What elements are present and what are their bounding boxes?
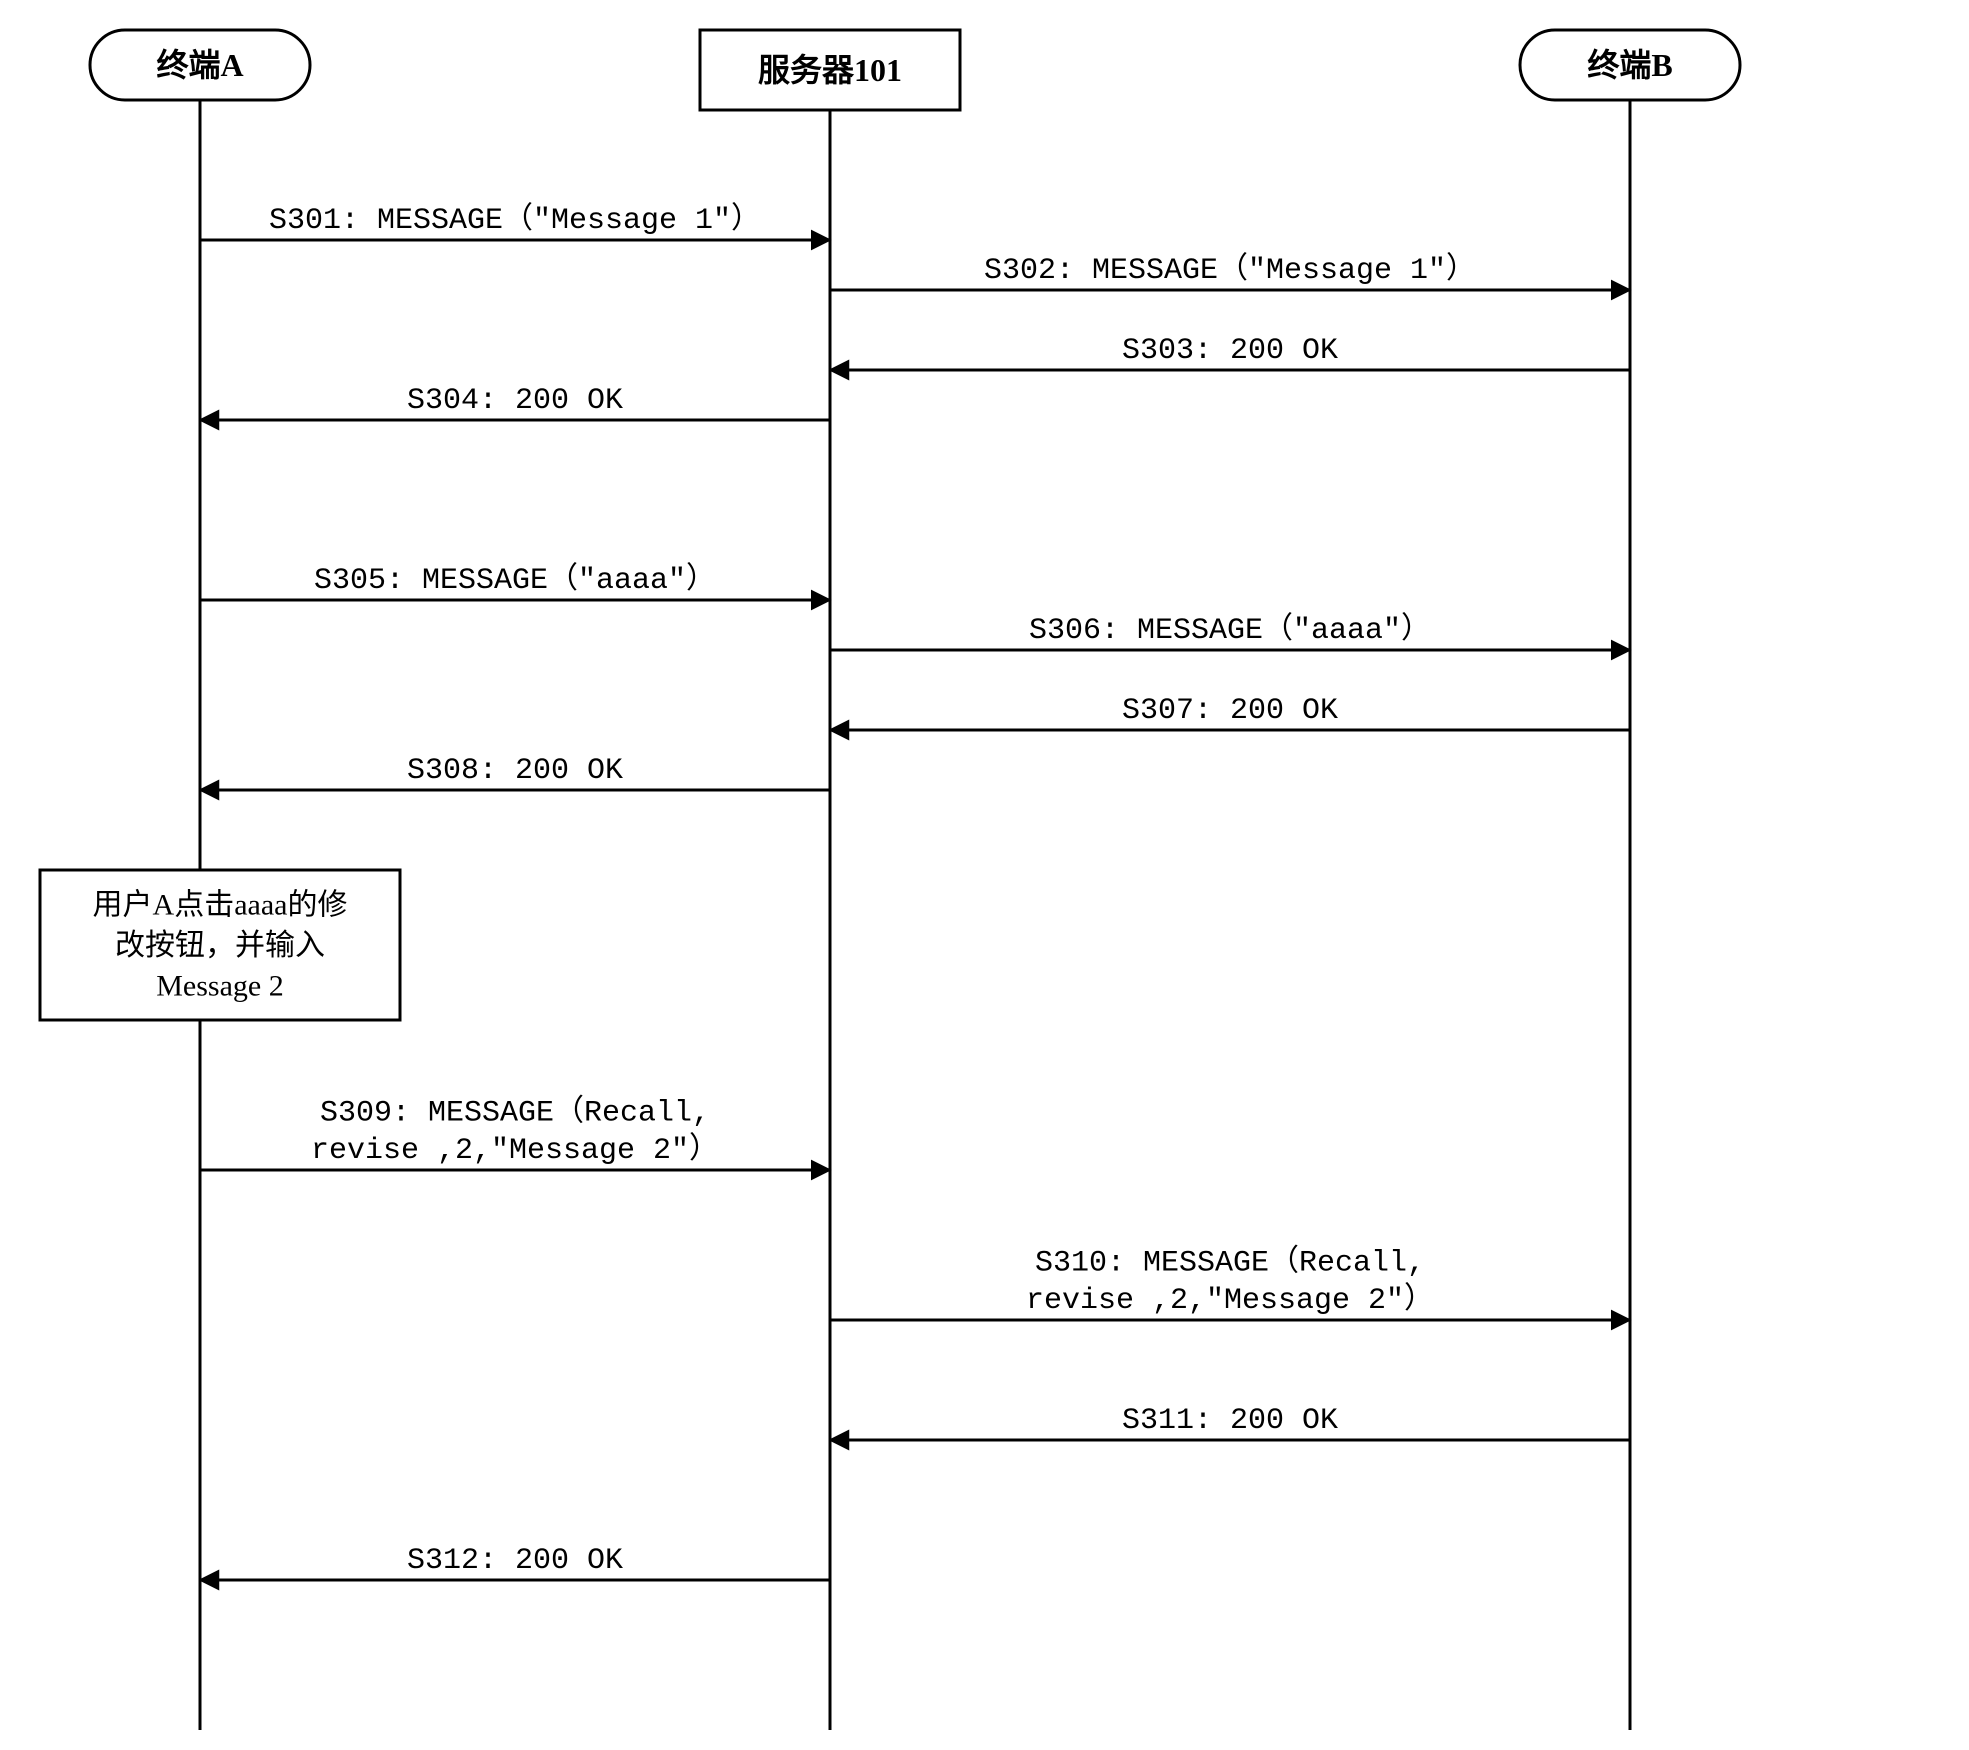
lifeline-label-A: 终端A (156, 47, 243, 83)
sequence-diagram: 终端A 服务器101 终端B S301: MESSAGE（"Message 1"） S3… (0, 0, 1969, 1750)
msg-label-S305: S305: MESSAGE（"aaaa"） (314, 562, 716, 598)
lifeline-label-server: 服务器101 (758, 52, 902, 88)
msg-label-S302: S302: MESSAGE（"Message 1"） (984, 252, 1476, 288)
msg-label-S301: S301: MESSAGE（"Message 1"） (269, 202, 761, 238)
msg-label-S307: S307: 200 OK (1122, 694, 1338, 728)
lifeline-label-B: 终端B (1587, 47, 1672, 83)
msg-label-S303: S303: 200 OK (1122, 334, 1338, 368)
msg-label-S311: S311: 200 OK (1122, 1404, 1338, 1438)
msg-label-S308: S308: 200 OK (407, 754, 623, 788)
msg-label-S312: S312: 200 OK (407, 1544, 623, 1578)
msg-label-S306: S306: MESSAGE（"aaaa"） (1029, 612, 1431, 648)
msg-label-S304: S304: 200 OK (407, 384, 623, 418)
